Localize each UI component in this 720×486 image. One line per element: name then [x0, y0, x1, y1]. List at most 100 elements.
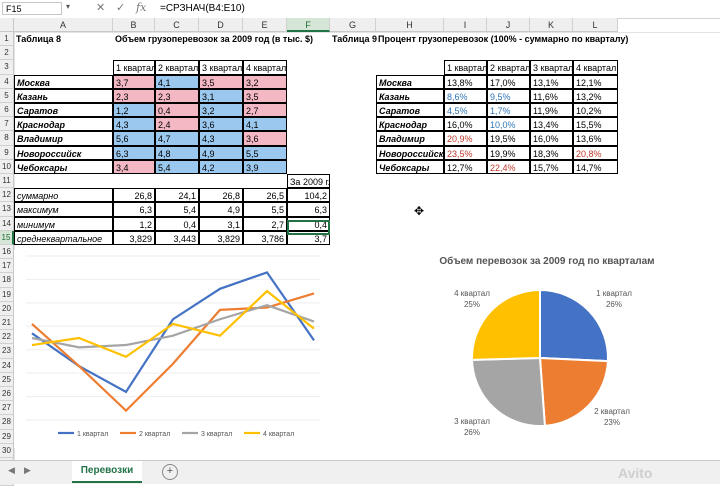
percent-cell[interactable]: 19,9% — [487, 145, 530, 160]
row-header-18[interactable]: 18 — [0, 273, 14, 288]
percent-cell[interactable]: 8,6% — [444, 88, 487, 103]
table8-title[interactable]: Таблица 8 — [16, 34, 62, 44]
percent-cell[interactable]: 11,6% — [530, 88, 573, 103]
percent-cell[interactable]: 13,1% — [530, 74, 573, 89]
stat-name[interactable]: минимум — [14, 216, 113, 231]
value-cell[interactable]: 4,3 — [113, 117, 155, 132]
stat-value[interactable]: 26,8 — [199, 188, 243, 203]
quarter-header[interactable]: 4 квартал — [573, 60, 618, 75]
percent-cell[interactable]: 13,2% — [573, 88, 618, 103]
percent-cell[interactable]: 12,1% — [573, 74, 618, 89]
percent-cell[interactable]: 12,7% — [444, 159, 487, 174]
table8-heading[interactable]: Объем грузоперевозок за 2009 год (в тыс.… — [115, 34, 314, 44]
value-cell[interactable]: 4,8 — [155, 145, 199, 160]
percent-cell[interactable]: 16,0% — [444, 117, 487, 132]
value-cell[interactable]: 4,9 — [199, 145, 243, 160]
row-header-6[interactable]: 6 — [0, 103, 14, 118]
quarter-header[interactable]: 1 квартал — [444, 60, 487, 75]
add-sheet-icon[interactable]: + — [162, 464, 178, 480]
value-cell[interactable]: 2,4 — [155, 117, 199, 132]
city-name[interactable]: Москва — [376, 74, 444, 89]
value-cell[interactable]: 3,5 — [199, 74, 243, 89]
row-header-2[interactable]: 2 — [0, 46, 14, 61]
row-header-17[interactable]: 17 — [0, 259, 14, 274]
percent-cell[interactable]: 14,7% — [573, 159, 618, 174]
column-header-h[interactable]: H — [376, 18, 444, 32]
row-header-24[interactable]: 24 — [0, 358, 14, 373]
percent-cell[interactable]: 16,0% — [530, 131, 573, 146]
percent-cell[interactable]: 10,2% — [573, 103, 618, 118]
city-name[interactable]: Саратов — [376, 103, 444, 118]
percent-cell[interactable]: 4,5% — [444, 103, 487, 118]
column-header-i[interactable]: I — [444, 18, 487, 32]
row-header-19[interactable]: 19 — [0, 287, 14, 302]
percent-cell[interactable]: 20,9% — [444, 131, 487, 146]
column-header-e[interactable]: E — [243, 18, 287, 32]
row-header-16[interactable]: 16 — [0, 245, 14, 260]
quarter-header[interactable]: 3 квартал — [199, 60, 243, 75]
row-header-21[interactable]: 21 — [0, 316, 14, 331]
stat-value[interactable]: 0,4 — [155, 216, 199, 231]
quarter-header[interactable]: 3 квартал — [530, 60, 573, 75]
name-box-dropdown-icon[interactable]: ▾ — [66, 2, 71, 11]
value-cell[interactable]: 5,4 — [155, 159, 199, 174]
tab-scroll-left-icon[interactable]: ◀ — [8, 465, 15, 475]
city-name[interactable]: Владимир — [376, 131, 444, 146]
row-header-22[interactable]: 22 — [0, 330, 14, 345]
value-cell[interactable]: 2,3 — [155, 88, 199, 103]
city-name[interactable]: Саратов — [14, 103, 113, 118]
value-cell[interactable]: 3,2 — [199, 103, 243, 118]
percent-cell[interactable]: 13,6% — [573, 131, 618, 146]
year-header[interactable]: За 2009 г. — [287, 174, 330, 189]
stat-value[interactable]: 26,8 — [113, 188, 155, 203]
stat-value[interactable]: 6,3 — [113, 202, 155, 217]
stat-value[interactable]: 6,3 — [287, 202, 330, 217]
stat-value[interactable]: 3,443 — [155, 230, 199, 245]
row-header-23[interactable]: 23 — [0, 344, 14, 359]
city-name[interactable]: Новороссийск — [376, 145, 444, 160]
line-chart[interactable]: 1 квартал 2 квартал 3 квартал 4 квартал — [14, 250, 330, 448]
quarter-header[interactable]: 4 квартал — [243, 60, 287, 75]
quarter-header[interactable]: 2 квартал — [487, 60, 530, 75]
column-header-l[interactable]: L — [573, 18, 618, 32]
row-header-10[interactable]: 10 — [0, 159, 14, 174]
tab-scroll-right-icon[interactable]: ▶ — [24, 465, 31, 475]
value-cell[interactable]: 3,1 — [199, 88, 243, 103]
value-cell[interactable]: 1,2 — [113, 103, 155, 118]
stat-value[interactable]: 3,829 — [113, 230, 155, 245]
row-header-15[interactable]: 15 — [0, 230, 14, 245]
row-header-1[interactable]: 1 — [0, 32, 14, 47]
value-cell[interactable]: 3,5 — [243, 88, 287, 103]
city-name[interactable]: Казань — [376, 88, 444, 103]
percent-cell[interactable]: 22,4% — [487, 159, 530, 174]
percent-cell[interactable]: 23,5% — [444, 145, 487, 160]
column-header-j[interactable]: J — [487, 18, 530, 32]
stat-value[interactable]: 26,5 — [243, 188, 287, 203]
value-cell[interactable]: 4,1 — [155, 74, 199, 89]
row-header-20[interactable]: 20 — [0, 301, 14, 316]
value-cell[interactable]: 0,4 — [155, 103, 199, 118]
percent-cell[interactable]: 11,9% — [530, 103, 573, 118]
name-box[interactable]: F15 — [2, 2, 62, 15]
percent-cell[interactable]: 19,5% — [487, 131, 530, 146]
city-name[interactable]: Краснодар — [376, 117, 444, 132]
stat-name[interactable]: максимум — [14, 202, 113, 217]
stat-value[interactable]: 3,786 — [243, 230, 287, 245]
percent-cell[interactable]: 9,5% — [487, 88, 530, 103]
city-name[interactable]: Чебоксары — [376, 159, 444, 174]
stat-value[interactable]: 3,829 — [199, 230, 243, 245]
stat-name[interactable]: среднеквартальное — [14, 230, 113, 245]
table9-heading[interactable]: Процент грузоперевозок (100% - суммарно … — [378, 34, 629, 44]
row-header-7[interactable]: 7 — [0, 117, 14, 132]
row-header-14[interactable]: 14 — [0, 216, 14, 231]
quarter-header[interactable]: 1 квартал — [113, 60, 156, 75]
column-header-f[interactable]: F — [287, 18, 330, 32]
stat-value[interactable]: 1,2 — [113, 216, 155, 231]
row-header-29[interactable]: 29 — [0, 429, 14, 444]
column-header-d[interactable]: D — [199, 18, 243, 32]
row-header-4[interactable]: 4 — [0, 74, 14, 89]
value-cell[interactable]: 4,7 — [155, 131, 199, 146]
quarter-header[interactable]: 2 квартал — [155, 60, 199, 75]
value-cell[interactable]: 2,7 — [243, 103, 287, 118]
percent-cell[interactable]: 10,0% — [487, 117, 530, 132]
